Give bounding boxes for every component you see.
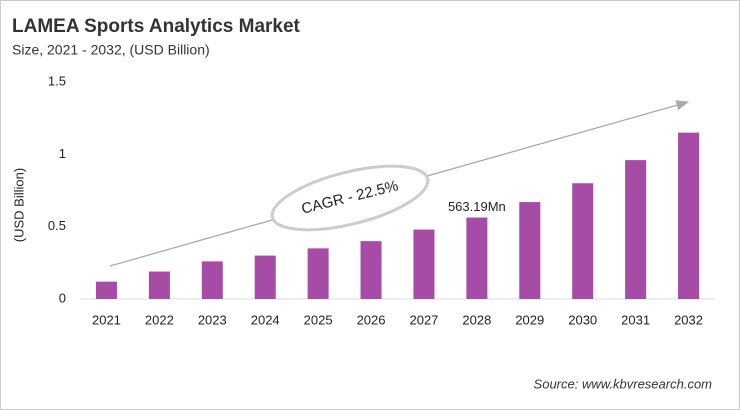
data-label: 563.19Mn <box>448 199 506 214</box>
x-tick-label: 2030 <box>568 312 597 327</box>
bar <box>360 241 382 299</box>
x-tick-label: 2023 <box>198 312 227 327</box>
x-tick-label: 2026 <box>357 312 386 327</box>
bar <box>254 255 276 299</box>
chart-title: LAMEA Sports Analytics Market <box>12 16 301 37</box>
bar <box>95 281 117 299</box>
y-tick-label: 0.5 <box>48 218 66 233</box>
bar <box>572 183 594 299</box>
x-tick-label: 2024 <box>251 312 280 327</box>
bar <box>148 271 170 299</box>
x-tick-label: 2025 <box>304 312 333 327</box>
source: Source: www.kbvresearch.com <box>534 376 713 391</box>
x-tick-label: 2031 <box>621 312 650 327</box>
y-tick-label: 1 <box>59 146 66 161</box>
x-tick-label: 2029 <box>515 312 544 327</box>
y-axis-label: (USD Billion) <box>11 168 26 242</box>
bar <box>307 248 329 299</box>
y-tick-label: 0 <box>59 290 66 305</box>
x-tick-label: 2032 <box>674 312 703 327</box>
bar <box>678 132 700 299</box>
x-tick-label: 2021 <box>92 312 121 327</box>
x-tick-label: 2028 <box>462 312 491 327</box>
cagr-ellipse <box>270 164 430 232</box>
y-tick-label: 1.5 <box>48 73 66 88</box>
bar <box>201 261 223 299</box>
bar <box>413 229 435 299</box>
bar <box>625 160 647 299</box>
x-tick-label: 2022 <box>145 312 174 327</box>
chart-subtitle: Size, 2021 - 2032, (USD Billion) <box>12 42 210 58</box>
x-tick-label: 2027 <box>409 312 438 327</box>
bar <box>519 202 541 299</box>
bar <box>466 217 488 299</box>
